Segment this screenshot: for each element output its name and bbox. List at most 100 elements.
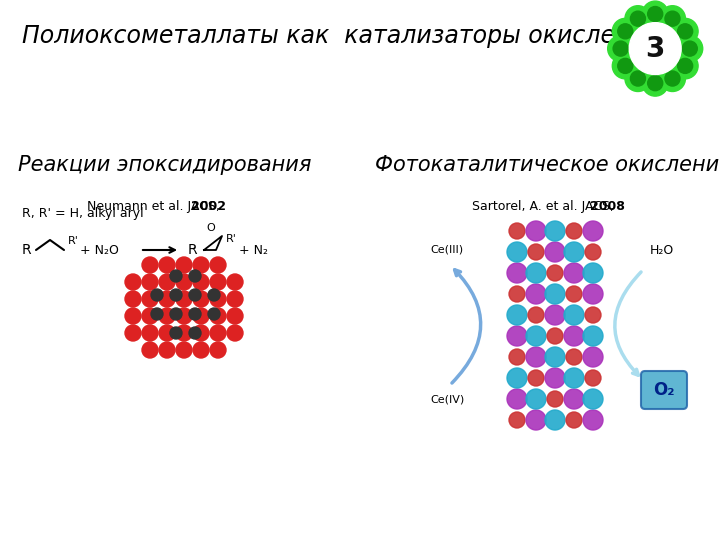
Text: R': R' — [68, 236, 79, 246]
Text: Ce(IV): Ce(IV) — [430, 395, 464, 405]
Circle shape — [660, 65, 685, 91]
Circle shape — [142, 274, 158, 290]
Circle shape — [545, 347, 565, 367]
Circle shape — [677, 36, 703, 62]
Circle shape — [159, 274, 175, 290]
Circle shape — [125, 325, 141, 341]
Circle shape — [583, 410, 603, 430]
Circle shape — [564, 389, 584, 409]
Text: 3: 3 — [646, 35, 665, 63]
Circle shape — [151, 308, 163, 320]
Circle shape — [665, 11, 680, 26]
Circle shape — [547, 328, 563, 344]
Circle shape — [547, 391, 563, 407]
Text: 2002: 2002 — [192, 200, 227, 213]
Circle shape — [564, 326, 584, 346]
Circle shape — [507, 326, 527, 346]
Circle shape — [528, 370, 544, 386]
Text: Полиоксометаллаты как  катализаторы окисления: Полиоксометаллаты как катализаторы окисл… — [22, 24, 660, 48]
Circle shape — [678, 58, 693, 73]
Circle shape — [159, 325, 175, 341]
Text: Реакции эпоксидирования: Реакции эпоксидирования — [18, 155, 311, 175]
Circle shape — [566, 349, 582, 365]
Circle shape — [509, 412, 525, 428]
Circle shape — [507, 242, 527, 262]
Circle shape — [583, 263, 603, 283]
Circle shape — [210, 291, 226, 307]
Circle shape — [625, 6, 651, 32]
Circle shape — [583, 347, 603, 367]
Circle shape — [193, 291, 209, 307]
Circle shape — [613, 41, 628, 56]
Text: O₂: O₂ — [653, 381, 675, 399]
Text: Ce(III): Ce(III) — [430, 245, 463, 255]
Circle shape — [545, 242, 565, 262]
Text: Фотокаталитическое окисление H₂O: Фотокаталитическое окисление H₂O — [375, 155, 720, 175]
Circle shape — [526, 347, 546, 367]
Circle shape — [665, 71, 680, 86]
Circle shape — [159, 257, 175, 273]
Circle shape — [159, 291, 175, 307]
Text: + N₂O: + N₂O — [80, 244, 119, 256]
Circle shape — [142, 325, 158, 341]
Text: Sartorel, A. et al. JACS,: Sartorel, A. et al. JACS, — [472, 200, 618, 213]
Circle shape — [618, 24, 633, 39]
Circle shape — [631, 11, 645, 26]
Circle shape — [545, 368, 565, 388]
Circle shape — [189, 327, 201, 339]
Circle shape — [170, 289, 182, 301]
Circle shape — [545, 305, 565, 325]
Circle shape — [672, 18, 698, 44]
Circle shape — [193, 257, 209, 273]
Circle shape — [612, 18, 638, 44]
Circle shape — [526, 389, 546, 409]
Circle shape — [648, 76, 662, 91]
Circle shape — [210, 257, 226, 273]
Circle shape — [170, 327, 182, 339]
Circle shape — [151, 289, 163, 301]
Circle shape — [125, 291, 141, 307]
Circle shape — [526, 221, 546, 241]
Circle shape — [142, 342, 158, 358]
Circle shape — [509, 286, 525, 302]
Circle shape — [208, 289, 220, 301]
Circle shape — [564, 242, 584, 262]
Circle shape — [193, 342, 209, 358]
Circle shape — [566, 223, 582, 239]
Circle shape — [507, 305, 527, 325]
Text: R: R — [22, 243, 32, 257]
Circle shape — [526, 284, 546, 304]
Circle shape — [625, 65, 651, 91]
Circle shape — [142, 291, 158, 307]
Circle shape — [678, 24, 693, 39]
Circle shape — [583, 326, 603, 346]
Circle shape — [142, 308, 158, 324]
Circle shape — [545, 284, 565, 304]
Circle shape — [526, 263, 546, 283]
Circle shape — [642, 70, 668, 96]
Text: Neumann et al. JACS,: Neumann et al. JACS, — [86, 200, 223, 213]
Circle shape — [585, 370, 601, 386]
Circle shape — [683, 41, 697, 56]
Circle shape — [545, 221, 565, 241]
Circle shape — [210, 274, 226, 290]
Circle shape — [210, 325, 226, 341]
Circle shape — [227, 308, 243, 324]
Circle shape — [608, 36, 634, 62]
Circle shape — [227, 274, 243, 290]
Circle shape — [642, 1, 668, 27]
Circle shape — [227, 325, 243, 341]
Text: H₂O: H₂O — [650, 244, 674, 256]
Text: O: O — [207, 223, 215, 233]
Text: + N₂: + N₂ — [239, 244, 268, 256]
Circle shape — [189, 270, 201, 282]
Circle shape — [583, 221, 603, 241]
Circle shape — [509, 349, 525, 365]
Circle shape — [564, 368, 584, 388]
Circle shape — [189, 289, 201, 301]
Circle shape — [528, 307, 544, 323]
Circle shape — [566, 412, 582, 428]
Circle shape — [507, 389, 527, 409]
Circle shape — [176, 325, 192, 341]
Circle shape — [210, 308, 226, 324]
